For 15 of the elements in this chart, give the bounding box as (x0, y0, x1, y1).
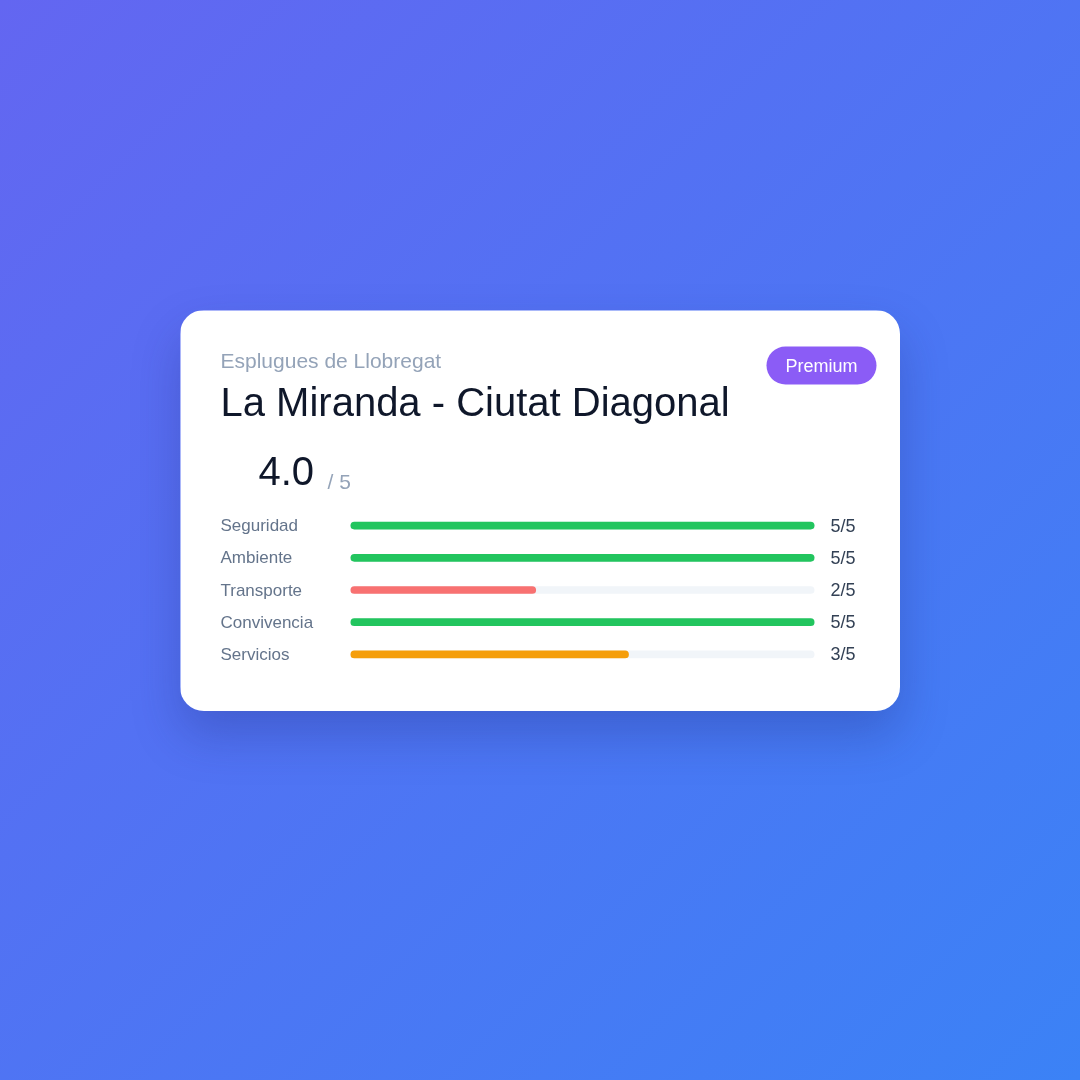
y-tick-label: Servicios (220, 644, 290, 664)
text: Premium (785, 355, 858, 376)
data-label: 5/5 (830, 612, 856, 633)
chart-title: La Miranda - Ciutat Diagonal (220, 379, 730, 424)
text: / 5 (327, 470, 351, 493)
data-label: 5/5 (830, 547, 856, 568)
data-label: 3/5 (830, 644, 856, 665)
data-label: 5/5 (830, 515, 856, 536)
data-label: 2/5 (830, 580, 856, 600)
chart-subtitle: Esplugues de Llobregat (220, 349, 442, 372)
text: 4.0 (258, 448, 315, 493)
y-tick-label: Seguridad (220, 516, 299, 536)
y-tick-label: Convivencia (220, 612, 314, 632)
y-tick-label: Ambiente (220, 548, 293, 568)
y-tick-label: Transporte (220, 580, 303, 600)
